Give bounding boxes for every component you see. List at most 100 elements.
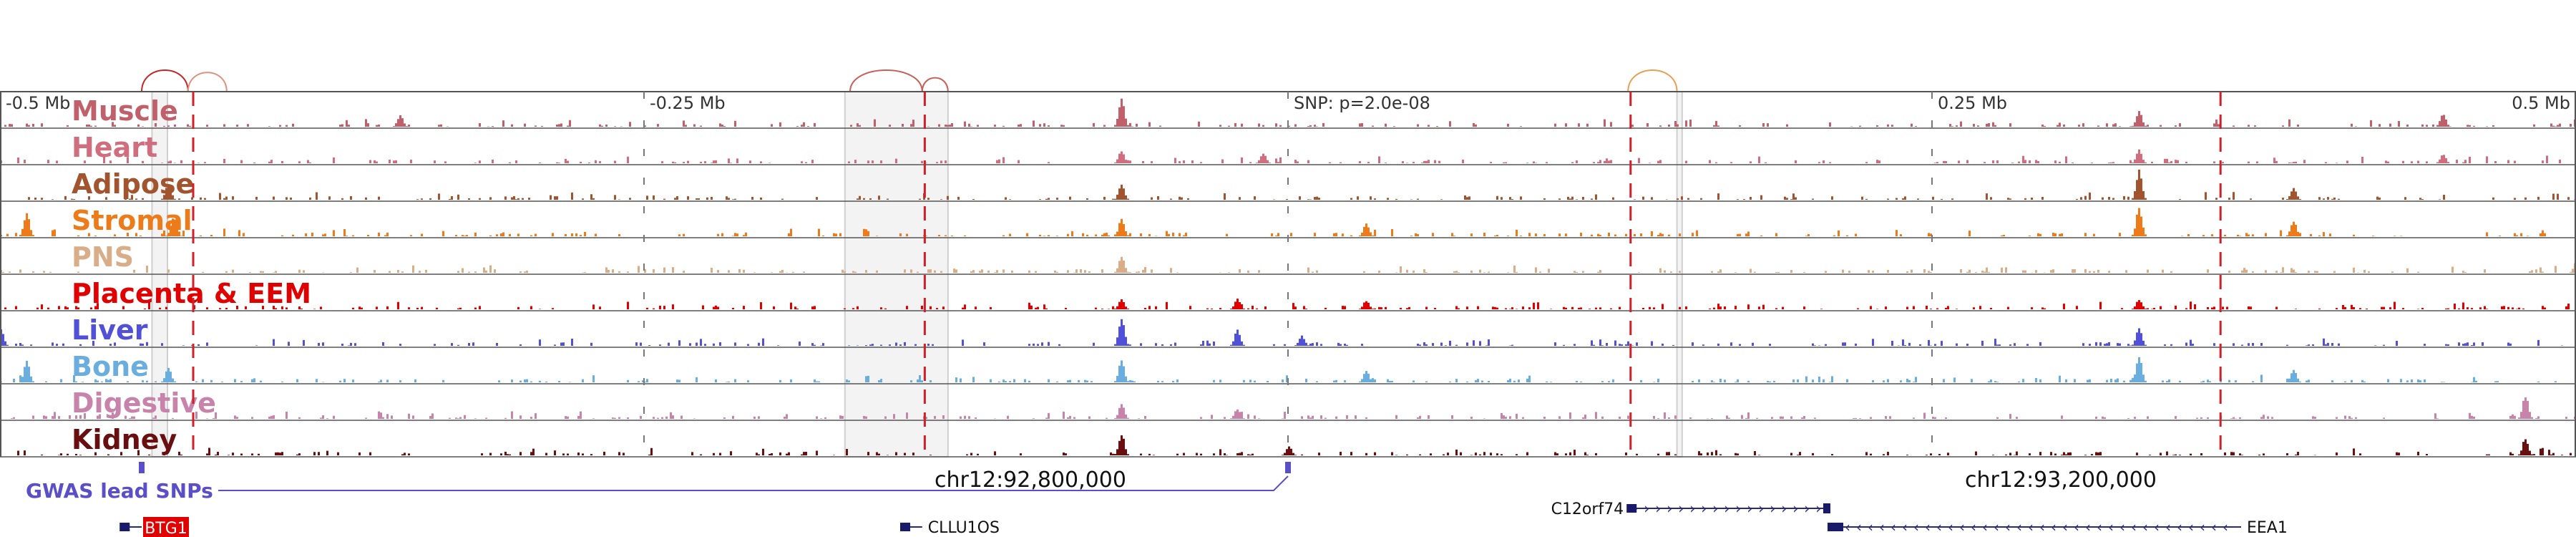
loop-arc <box>187 72 228 92</box>
track-pns: PNS <box>0 241 2576 275</box>
loop-arc <box>921 77 949 92</box>
gene-track: ‹BTG1‹CLLU1OS›››››››››››››››››C12orf74‹‹… <box>119 500 2288 537</box>
scale-markers: -0.5 Mb -0.25 Mb SNP: p=2.0e-08 0.25 Mb 0.5 … <box>6 92 2570 457</box>
strand-arrow: › <box>1712 500 1718 517</box>
strand-arrow: › <box>1781 500 1787 517</box>
strand-arrow: ‹ <box>2051 518 2057 536</box>
strand-arrow: ‹ <box>1925 518 1931 536</box>
strand-arrow: ‹ <box>2211 518 2217 536</box>
strand-arrow: ‹ <box>1902 518 1908 536</box>
gene-exon <box>1829 523 1843 531</box>
track-placenta-eem: Placenta & EEM <box>0 278 2576 311</box>
track-signal <box>0 149 2561 163</box>
track-label: Stromal <box>72 205 192 236</box>
track-label: Liver <box>72 314 148 346</box>
strand-arrow: ‹ <box>1982 518 1988 536</box>
strand-arrow: › <box>1792 500 1798 517</box>
strand-arrow: › <box>1678 500 1684 517</box>
strand-arrow: ‹ <box>2119 518 2125 536</box>
gwas-row: GWAS lead SNPs <box>26 462 1291 503</box>
coordinate-label: chr12:92,800,000 <box>935 468 1126 493</box>
strand-arrow: › <box>1758 500 1764 517</box>
track-signal <box>0 208 2546 236</box>
strand-arrow: ‹ <box>2223 518 2228 536</box>
strand-arrow: ‹ <box>2097 518 2102 536</box>
track-label: PNS <box>72 241 134 273</box>
strand-arrow: › <box>1804 500 1810 517</box>
strand-arrow: ‹ <box>1948 518 1953 536</box>
strand-arrow: ‹ <box>2200 518 2205 536</box>
strand-arrow: ‹ <box>1936 518 1942 536</box>
strand-arrow: › <box>1644 500 1649 517</box>
strand-arrow: ‹ <box>2039 518 2045 536</box>
track-signal <box>11 397 2576 419</box>
gene-label: EEA1 <box>2247 519 2288 537</box>
gene-exon <box>119 523 130 531</box>
gene-c12orf74: ›››››››››››››››››C12orf74 <box>1551 500 1830 518</box>
gene-exon <box>900 523 910 531</box>
track-kidney: Kidney <box>0 424 2576 458</box>
track-signal <box>17 435 2572 455</box>
gene-eea1: ‹‹‹‹‹‹‹‹‹‹‹‹‹‹‹‹‹‹‹‹‹‹‹‹‹‹‹‹‹‹‹‹‹‹‹EEA1 <box>1828 518 2288 537</box>
strand-arrow: ‹ <box>1879 518 1885 536</box>
strand-arrow: › <box>1655 500 1661 517</box>
strand-arrow: ‹ <box>2005 518 2011 536</box>
chromatin-loops <box>141 69 1678 92</box>
track-label: Adipose <box>72 168 194 200</box>
track-signal <box>4 98 2576 127</box>
strand-arrow: ‹ <box>2154 518 2160 536</box>
strand-arrow: › <box>1701 500 1707 517</box>
strand-arrow: ‹ <box>2108 518 2114 536</box>
strand-arrow: › <box>1747 500 1752 517</box>
strand-arrow: ‹ <box>2085 518 2091 536</box>
track-label: Bone <box>72 351 149 382</box>
strand-arrow: ‹ <box>1959 518 1965 536</box>
strand-arrow: ‹ <box>1890 518 1896 536</box>
track-signal <box>0 319 2563 346</box>
strand-arrow: ‹ <box>2165 518 2171 536</box>
gene-label: BTG1 <box>145 520 187 537</box>
loop-arc <box>1627 69 1678 92</box>
gwas-connector <box>218 475 1289 491</box>
strand-arrow: ‹ <box>2028 518 2034 536</box>
gwas-label: GWAS lead SNPs <box>26 479 213 503</box>
track-label: Muscle <box>72 95 178 127</box>
gene-exon <box>1626 504 1637 513</box>
strand-arrow: ‹ <box>2188 518 2194 536</box>
strand-arrow: ‹ <box>1868 518 1873 536</box>
gene-btg1: ‹BTG1 <box>119 517 189 537</box>
gene-exon <box>1823 503 1830 513</box>
strand-arrow: ‹ <box>1994 518 1999 536</box>
strand-arrow: ‹ <box>2142 518 2148 536</box>
gene-cllu1os: ‹CLLU1OS <box>900 518 1000 537</box>
gene-label: CLLU1OS <box>928 519 1000 537</box>
track-signal <box>0 256 2576 273</box>
gene-label: C12orf74 <box>1551 500 1624 518</box>
strand-arrow: › <box>1735 500 1741 517</box>
track-heart: Heart <box>0 132 2576 165</box>
strand-arrow: ‹ <box>2074 518 2079 536</box>
coordinate-label: chr12:93,200,000 <box>1965 468 2157 493</box>
gene-highlight-box <box>143 517 189 537</box>
track-muscle: Muscle <box>0 95 2576 129</box>
strand-arrow: ‹ <box>2062 518 2068 536</box>
scale-label: SNP: p=2.0e-08 <box>1294 93 1430 113</box>
strand-arrow: ‹ <box>2016 518 2022 536</box>
scale-label: 0.5 Mb <box>2512 93 2570 113</box>
strand-arrow: › <box>1724 500 1729 517</box>
strand-arrow: › <box>1815 500 1821 517</box>
strand-arrow: › <box>1689 500 1695 517</box>
strand-arrow: ‹ <box>1856 518 1862 536</box>
loop-arc <box>141 69 189 92</box>
scale-label: -0.5 Mb <box>6 93 70 113</box>
strand-arrow: ‹ <box>2177 518 2182 536</box>
track-label: Heart <box>72 132 157 163</box>
track-signal <box>28 169 2576 200</box>
track-label: Placenta & EEM <box>72 278 311 309</box>
track-liver: Liver <box>0 314 2576 348</box>
strand-arrow: ‹ <box>2131 518 2137 536</box>
loop-arc <box>849 69 923 92</box>
coordinate-labels: chr12:92,800,000 chr12:93,200,000 <box>935 468 2157 493</box>
scale-label: -0.25 Mb <box>650 93 726 113</box>
